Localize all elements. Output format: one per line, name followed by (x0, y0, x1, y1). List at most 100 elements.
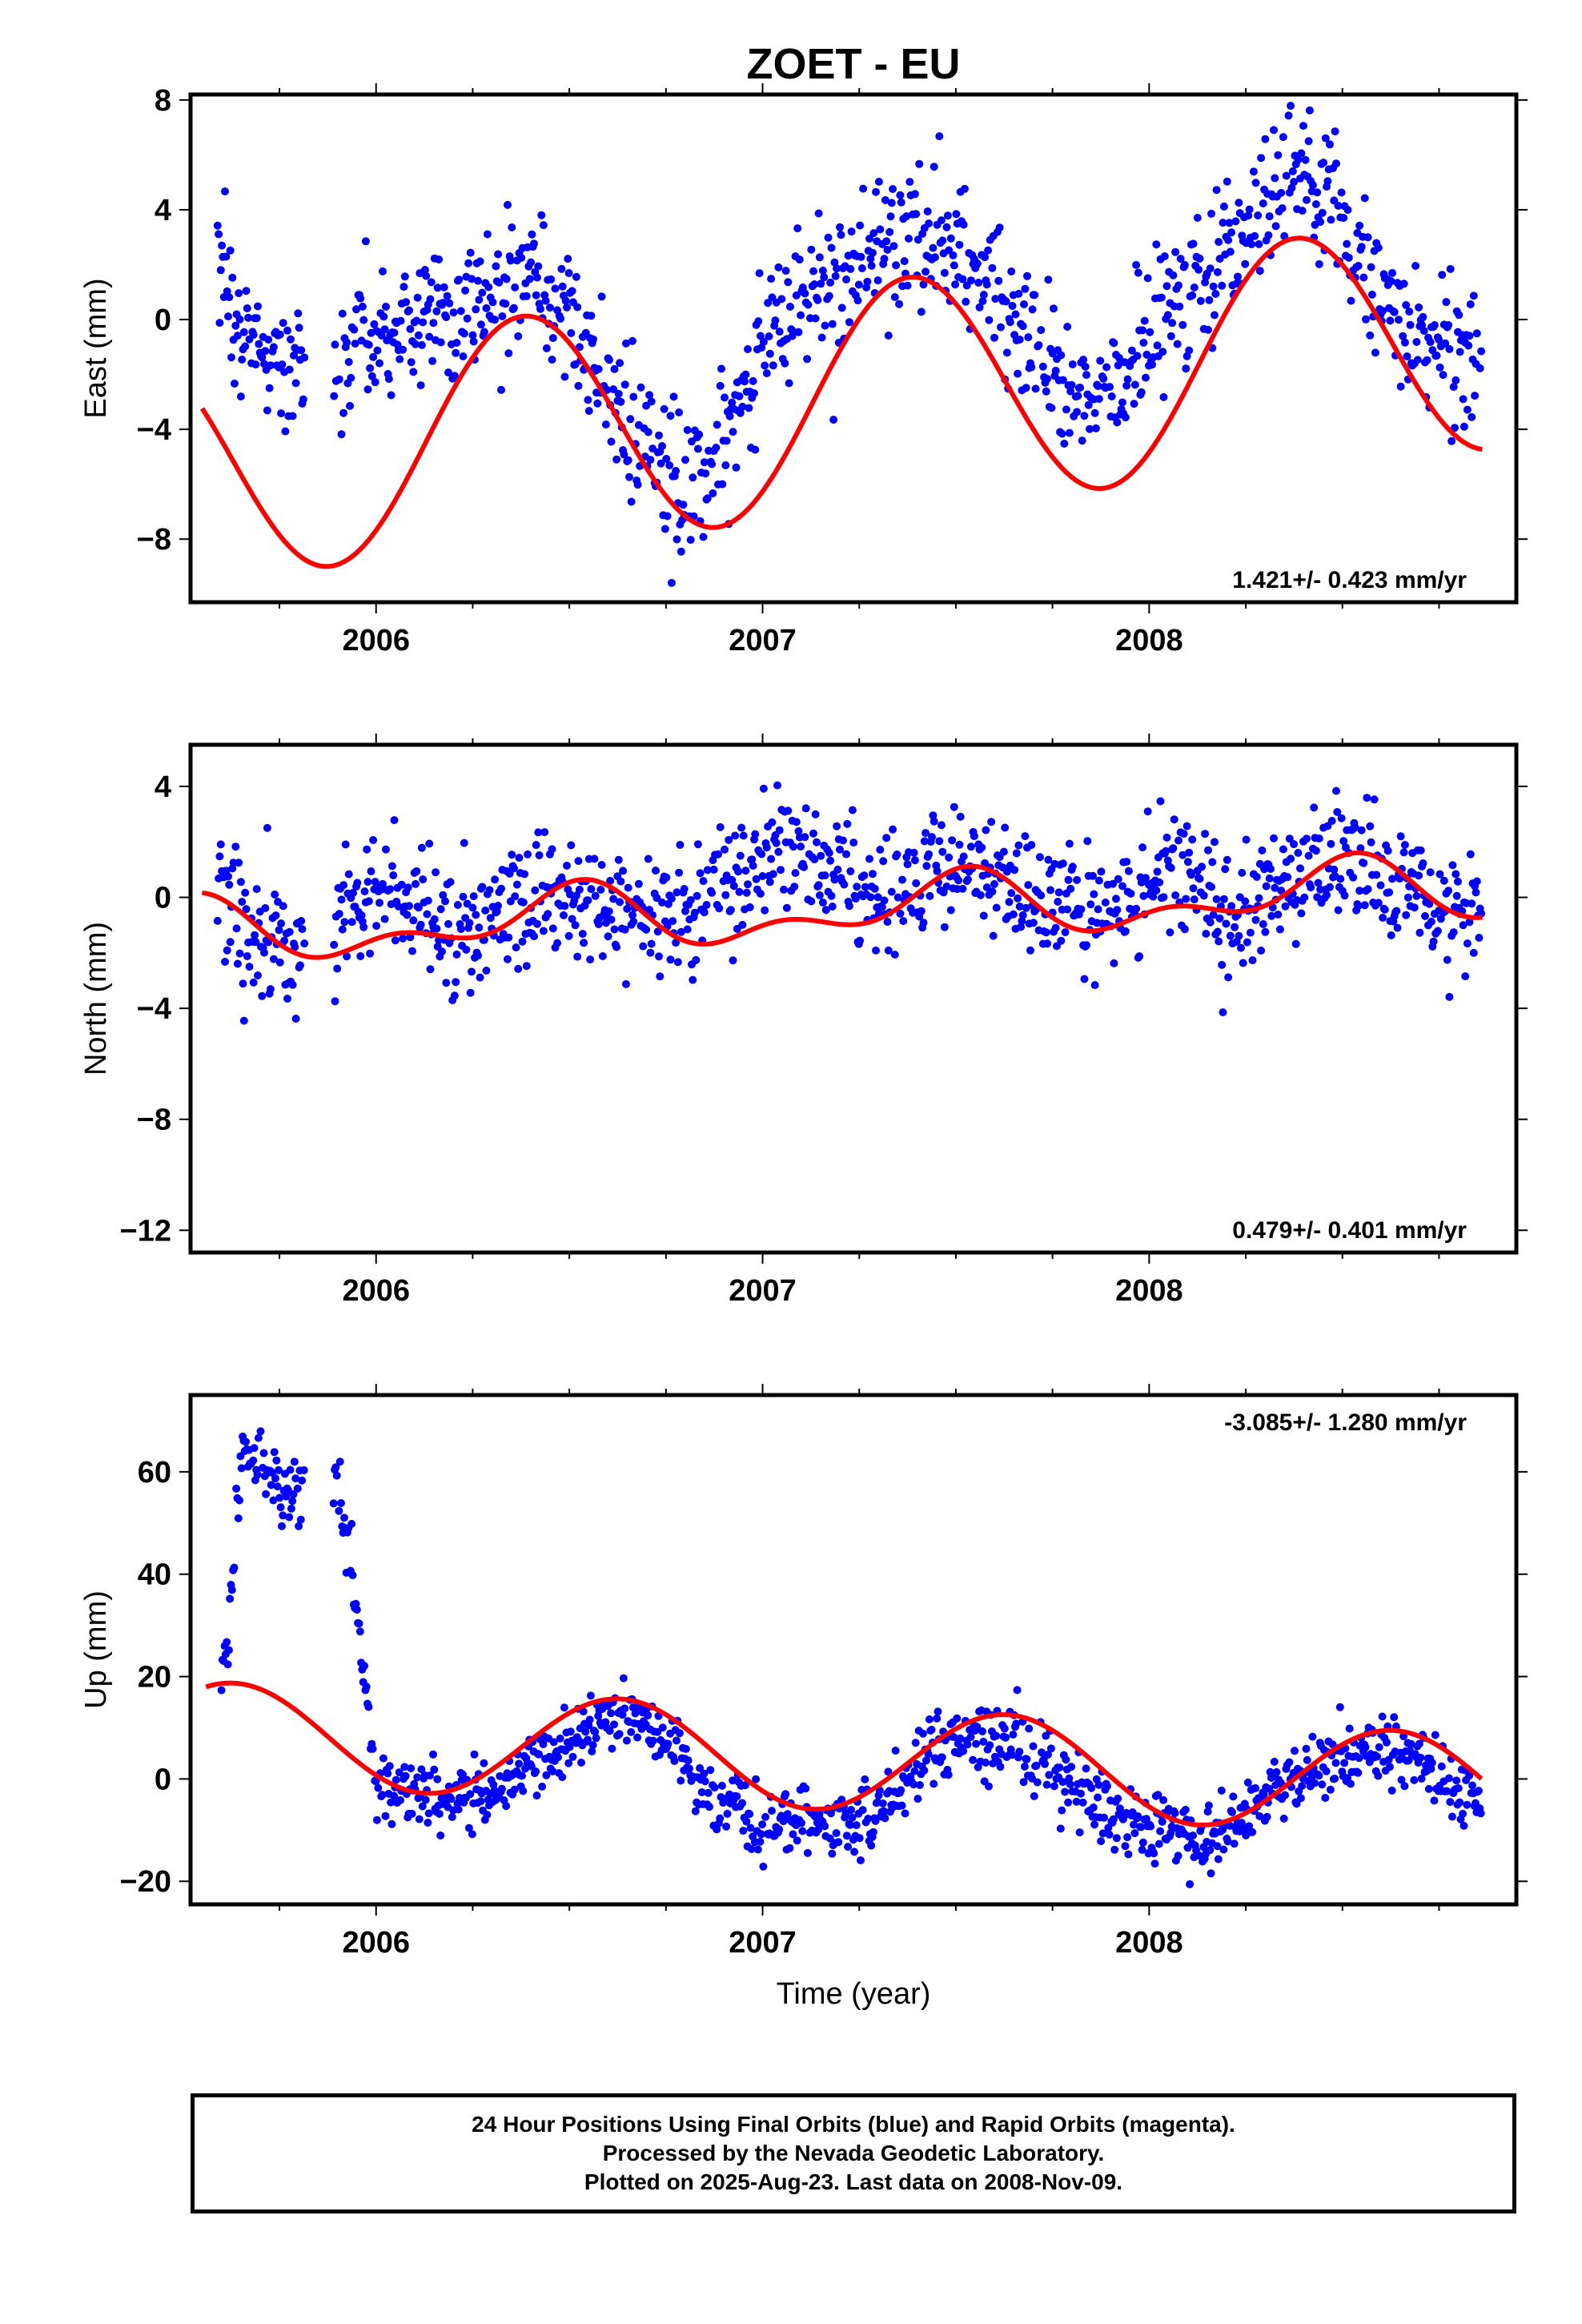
data-point (341, 840, 350, 849)
data-point (996, 1763, 1005, 1771)
data-point (1235, 931, 1243, 940)
data-point (677, 927, 685, 936)
data-point (1098, 1829, 1107, 1838)
data-point (886, 212, 895, 221)
data-point (887, 199, 896, 207)
data-point (432, 924, 441, 933)
data-point (387, 1798, 396, 1807)
data-point (1013, 1686, 1022, 1695)
data-point (390, 1791, 399, 1800)
data-point (622, 339, 630, 348)
data-point (1227, 228, 1236, 237)
data-point (1208, 858, 1217, 866)
data-point (1056, 1824, 1065, 1833)
data-point (620, 925, 629, 934)
data-point (461, 286, 470, 295)
data-point (772, 838, 781, 847)
data-point (1182, 364, 1191, 373)
data-point (742, 888, 751, 897)
data-point (1166, 332, 1175, 340)
data-point (430, 915, 439, 923)
data-point (1255, 1811, 1264, 1820)
data-point (959, 220, 968, 229)
data-point (1020, 300, 1028, 308)
data-point (756, 1837, 765, 1846)
data-point (925, 1715, 934, 1723)
data-point (1189, 239, 1198, 248)
data-point (1383, 846, 1392, 855)
data-point (280, 936, 289, 945)
data-point (1444, 887, 1453, 895)
data-point (1030, 1791, 1038, 1800)
data-point (689, 473, 697, 482)
data-point (704, 1788, 713, 1797)
data-point (922, 1756, 930, 1765)
data-point (1464, 341, 1473, 350)
data-point (347, 1519, 356, 1528)
data-point (409, 916, 418, 925)
data-point (1303, 1755, 1311, 1764)
data-point (955, 840, 964, 849)
data-point (925, 219, 934, 227)
data-point (1035, 853, 1044, 862)
data-point (652, 894, 661, 903)
data-point (369, 352, 378, 361)
data-point (656, 459, 665, 468)
data-point (1330, 865, 1339, 874)
data-point (933, 1714, 942, 1723)
data-point (1390, 1713, 1399, 1722)
data-point (807, 897, 816, 906)
data-point (1387, 277, 1395, 286)
data-point (1367, 838, 1375, 846)
data-point (338, 925, 347, 934)
data-point (233, 332, 242, 340)
data-point (524, 850, 532, 858)
data-point (1000, 1724, 1009, 1733)
data-point (542, 344, 551, 352)
data-point (982, 280, 991, 289)
data-point (844, 1843, 853, 1852)
data-point (1374, 243, 1383, 252)
data-point (818, 266, 827, 275)
data-point (1222, 919, 1231, 928)
data-point (1415, 871, 1423, 880)
data-point (843, 819, 852, 828)
data-point (252, 314, 261, 323)
data-point (530, 239, 538, 248)
data-point (1229, 1792, 1238, 1801)
data-point (606, 876, 615, 885)
data-point (1066, 1780, 1074, 1788)
data-point (1456, 348, 1464, 356)
data-point (1230, 1839, 1239, 1848)
data-point (572, 272, 580, 281)
data-point (992, 1731, 1001, 1740)
data-point (1065, 428, 1074, 437)
data-point (441, 897, 449, 906)
data-point (291, 379, 300, 388)
data-point (587, 312, 596, 320)
data-point (520, 870, 529, 879)
data-point (462, 945, 471, 954)
data-point (432, 868, 440, 877)
data-point (387, 391, 396, 400)
data-point (765, 349, 774, 358)
data-point (288, 980, 297, 989)
x-tick-label: 2006 (342, 1926, 410, 1960)
data-point (436, 338, 445, 347)
data-point (987, 818, 996, 826)
data-point (856, 936, 865, 945)
data-point (331, 997, 339, 1006)
data-point (584, 407, 593, 416)
data-point (847, 1806, 856, 1814)
data-point (261, 904, 270, 912)
data-point (952, 210, 961, 219)
data-point (408, 947, 416, 955)
data-point (1415, 1739, 1423, 1748)
data-point (330, 940, 339, 949)
data-point (460, 838, 468, 847)
data-point (892, 261, 901, 270)
data-point (775, 1825, 784, 1834)
data-point (622, 979, 630, 988)
data-point (804, 300, 813, 309)
data-point (784, 806, 793, 815)
